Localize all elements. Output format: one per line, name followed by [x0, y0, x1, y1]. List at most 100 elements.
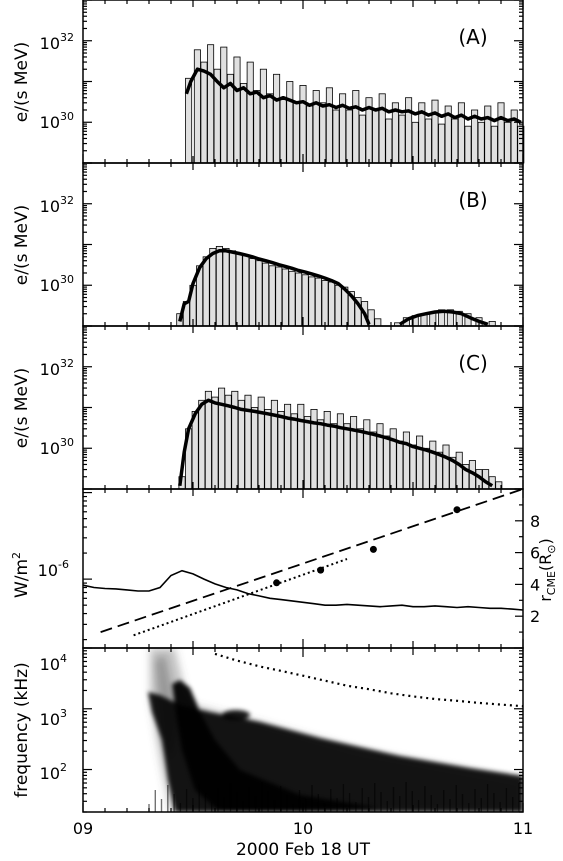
- bar: [202, 256, 210, 327]
- bar: [279, 97, 287, 164]
- ytick-exp: 32: [60, 357, 74, 370]
- bar: [429, 440, 437, 490]
- bar: [251, 407, 259, 490]
- y2label-sub: CME: [545, 571, 558, 595]
- ytick-exp: 2: [60, 761, 67, 774]
- spectrogram-core: [148, 680, 523, 812]
- bar: [330, 423, 338, 490]
- bar: [431, 99, 439, 164]
- bar: [497, 102, 505, 164]
- spectrogram-striations: [148, 782, 520, 812]
- panel-b-label: (B): [458, 188, 487, 212]
- bar: [369, 431, 377, 490]
- bar: [299, 85, 307, 164]
- panel-b-ytick-label-1: 10 32: [40, 194, 74, 216]
- panel-b-line: [178, 249, 371, 325]
- bar: [376, 423, 384, 490]
- y2tick-label: 4: [530, 575, 540, 594]
- bar: [345, 109, 353, 164]
- ytick-exp: 30: [60, 436, 74, 449]
- bar: [334, 284, 342, 327]
- bar: [464, 125, 472, 164]
- panel-e: frequency (kHz) 10 4 10 3 10 2 09 10 11 …: [12, 647, 533, 860]
- bar: [240, 83, 248, 164]
- bar: [398, 114, 406, 164]
- ytick-base: 10: [40, 655, 60, 674]
- bar: [306, 105, 314, 164]
- panel-c-ytick-label-2: 10 30: [40, 436, 74, 458]
- bar: [207, 44, 215, 164]
- cme-height-point: [453, 506, 461, 514]
- bar: [215, 245, 223, 327]
- bar: [484, 105, 492, 164]
- bar: [385, 118, 393, 164]
- y2label-paren-close: ): [536, 538, 555, 544]
- bar: [402, 431, 410, 490]
- bar: [325, 87, 333, 164]
- panel-e-spectrogram: [148, 648, 523, 812]
- panel-d-y2-tick-labels: 2 4 6 8: [530, 512, 540, 626]
- bar: [457, 102, 465, 164]
- ytick-exp: 30: [60, 110, 74, 123]
- bar: [314, 277, 322, 327]
- bar: [438, 123, 446, 164]
- bar: [317, 419, 325, 490]
- bar: [235, 253, 243, 327]
- bar: [378, 93, 386, 164]
- xtick-label-10: 10: [293, 819, 313, 838]
- bar: [303, 416, 311, 490]
- bar: [222, 247, 230, 327]
- bar: [504, 121, 512, 164]
- bar: [308, 276, 316, 327]
- bar: [477, 121, 485, 164]
- panel-c-ticks: [82, 325, 524, 490]
- ytick-base: 10: [40, 113, 60, 132]
- bar: [374, 318, 382, 327]
- bar: [266, 93, 274, 164]
- y2label-sub2: ⊙: [545, 544, 558, 553]
- panel-b-line-2: [398, 309, 489, 326]
- bar: [248, 258, 256, 327]
- panel-c-line: [178, 398, 494, 488]
- panel-a-label: (A): [458, 25, 487, 49]
- bar: [209, 247, 217, 327]
- ytick-base: 10: [40, 34, 60, 53]
- bar: [288, 270, 296, 327]
- panel-e-ylabel: frequency (kHz): [12, 662, 32, 798]
- ytick-base: 10: [40, 764, 60, 783]
- panel-a-line: [184, 67, 522, 124]
- x-axis-label: 2000 Feb 18 UT: [236, 840, 371, 860]
- ytick-base: 10: [40, 439, 60, 458]
- panel-a: (A) e/(s MeV) 10 32 10 30: [12, 0, 525, 164]
- bar: [246, 61, 254, 164]
- bar: [220, 46, 228, 164]
- panel-c-bars: [178, 387, 503, 490]
- bar: [332, 109, 340, 164]
- bar: [336, 413, 344, 490]
- bar: [442, 444, 450, 490]
- bar: [292, 102, 300, 164]
- bar: [275, 266, 283, 327]
- bar: [295, 272, 303, 327]
- spectrogram-blob: [222, 710, 250, 720]
- panel-d-points: [273, 506, 461, 587]
- panel-d-y2label: rCME(R⊙): [536, 538, 558, 602]
- panel-b: (B) e/(s MeV) 10 32 10 30: [12, 162, 524, 327]
- ytick-base: 10: [38, 561, 58, 580]
- ytick-base: 10: [40, 197, 60, 216]
- bar: [352, 90, 360, 164]
- bar: [455, 451, 463, 490]
- ytick-exp: 32: [60, 194, 74, 207]
- panel-b-bars: [176, 245, 496, 327]
- bar: [451, 118, 459, 164]
- panel-d-dashed-fit: [100, 488, 524, 633]
- bar: [290, 413, 298, 490]
- y2tick-label: 8: [530, 512, 540, 531]
- bar: [405, 97, 413, 164]
- bar: [383, 435, 391, 490]
- bar: [416, 435, 424, 490]
- bar: [204, 390, 212, 490]
- panel-e-ytick-label-2: 10 3: [40, 707, 67, 729]
- bar: [422, 447, 430, 490]
